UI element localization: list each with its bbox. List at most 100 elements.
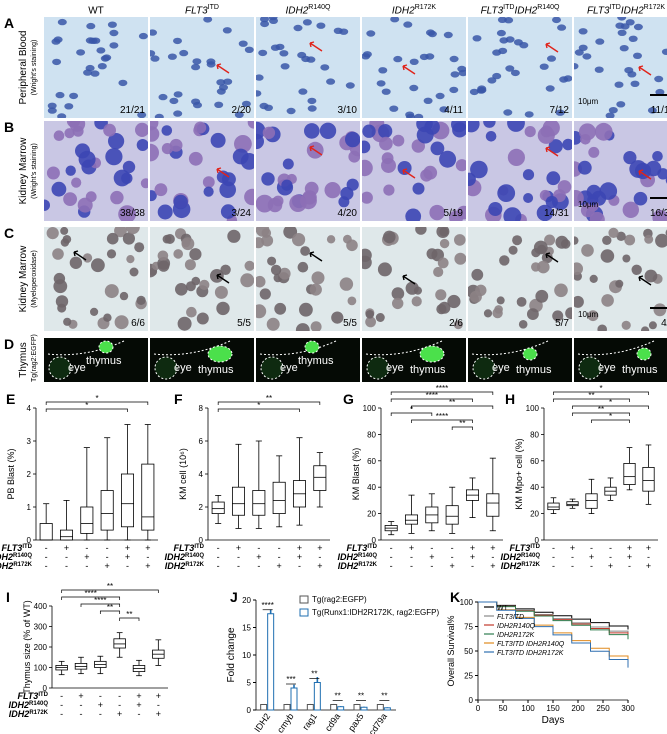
- cell: [518, 320, 528, 329]
- cell: [496, 29, 506, 37]
- genotype-sign: -: [590, 543, 593, 553]
- box: [585, 493, 598, 509]
- sig-bracket: [45, 401, 149, 405]
- cell: [574, 262, 583, 275]
- legend-label: FLT3ITD: [497, 614, 524, 621]
- cell: [601, 294, 614, 307]
- cell: [485, 131, 497, 142]
- sig-bracket: [572, 405, 649, 409]
- genotype-sign: -: [45, 552, 48, 562]
- cell: [595, 38, 605, 45]
- column-header-gene: WT: [88, 5, 104, 17]
- cell: [414, 113, 424, 118]
- sig-label: **: [107, 603, 113, 612]
- genotype-label: FLT3ITD: [509, 543, 540, 553]
- genotype-sign: -: [390, 543, 393, 553]
- cell: [60, 238, 70, 247]
- cell: [605, 112, 615, 118]
- cell: [383, 230, 396, 244]
- micrograph-cells: [468, 234, 572, 329]
- y-tick-label: 40: [367, 483, 376, 492]
- cell: [105, 148, 123, 166]
- cell: [267, 197, 283, 213]
- genotype-sign: -: [278, 543, 281, 553]
- cell: [299, 302, 313, 317]
- cell: [477, 85, 487, 92]
- cell: [268, 17, 278, 21]
- cell: [264, 104, 273, 112]
- cell: [289, 194, 307, 212]
- cell: [121, 172, 133, 184]
- y-tick-label: 80: [367, 430, 376, 439]
- cell: [150, 126, 160, 142]
- micrograph-cells: [362, 121, 466, 221]
- micrograph-cells: [47, 18, 148, 118]
- cell: [554, 283, 568, 298]
- genotype-sign: -: [217, 543, 220, 553]
- genotype-label: IDH2R140Q: [0, 552, 32, 562]
- micrograph-cells: [365, 340, 445, 380]
- sig-label: **: [588, 391, 594, 400]
- x-tick-label: pax5: [346, 711, 365, 733]
- cell: [304, 123, 320, 139]
- y-tick-label: 20: [367, 510, 376, 519]
- cell: [409, 84, 419, 92]
- cell: [375, 313, 385, 322]
- cell: [157, 250, 169, 262]
- cell: [97, 63, 107, 70]
- eye-label: eye: [68, 362, 86, 374]
- sig-label: **: [107, 582, 113, 591]
- x-axis-label: Days: [542, 715, 565, 726]
- genotype-sign: -: [60, 700, 63, 710]
- bar: [330, 704, 338, 711]
- micrograph-cells: [468, 121, 572, 221]
- y-tick-label: 100: [363, 404, 377, 413]
- cell: [436, 304, 447, 315]
- genotype-sign: -: [390, 561, 393, 571]
- column-header-allele: R140Q: [308, 4, 331, 11]
- cell: [503, 207, 522, 221]
- cell: [617, 17, 627, 21]
- genotype-label: IDH2R140Q: [8, 700, 48, 710]
- cell: [196, 312, 209, 325]
- arrow-marker: [638, 65, 652, 76]
- bar: [337, 706, 345, 711]
- micrograph-tile: 5/5: [256, 227, 360, 331]
- cell: [655, 233, 667, 248]
- cell: [173, 110, 183, 117]
- sig-bracket: [45, 408, 128, 412]
- cell: [157, 204, 173, 220]
- y-axis-label: KM Mpo+ cell (%): [514, 438, 524, 509]
- panel-letter: H: [505, 391, 515, 407]
- eye-label: eye: [386, 362, 404, 374]
- cell: [57, 18, 67, 26]
- cell: [104, 284, 119, 299]
- sig-bracket: [61, 589, 159, 593]
- cell: [69, 121, 86, 132]
- cell: [293, 24, 303, 32]
- cell: [389, 105, 399, 112]
- panel-letter: D: [4, 336, 15, 352]
- y-axis-label: PB Blast (%): [6, 448, 16, 499]
- cell: [298, 88, 308, 95]
- cell: [536, 204, 554, 221]
- box: [566, 501, 579, 507]
- arrow-marker: [402, 168, 416, 179]
- cell: [300, 246, 310, 256]
- sig-label: **: [598, 405, 604, 414]
- eye-outline: [48, 356, 72, 380]
- genotype-sign: -: [106, 543, 109, 553]
- cell: [261, 234, 274, 247]
- y-tick-label: 80: [530, 430, 539, 439]
- micrograph-tile: eye thymus: [256, 338, 360, 382]
- cell: [524, 111, 534, 118]
- genotype-sign: -: [85, 561, 88, 571]
- cell: [423, 165, 438, 180]
- y-tick-label: 4: [199, 470, 204, 479]
- cell: [157, 260, 170, 272]
- cell: [244, 188, 254, 206]
- cell: [661, 48, 667, 55]
